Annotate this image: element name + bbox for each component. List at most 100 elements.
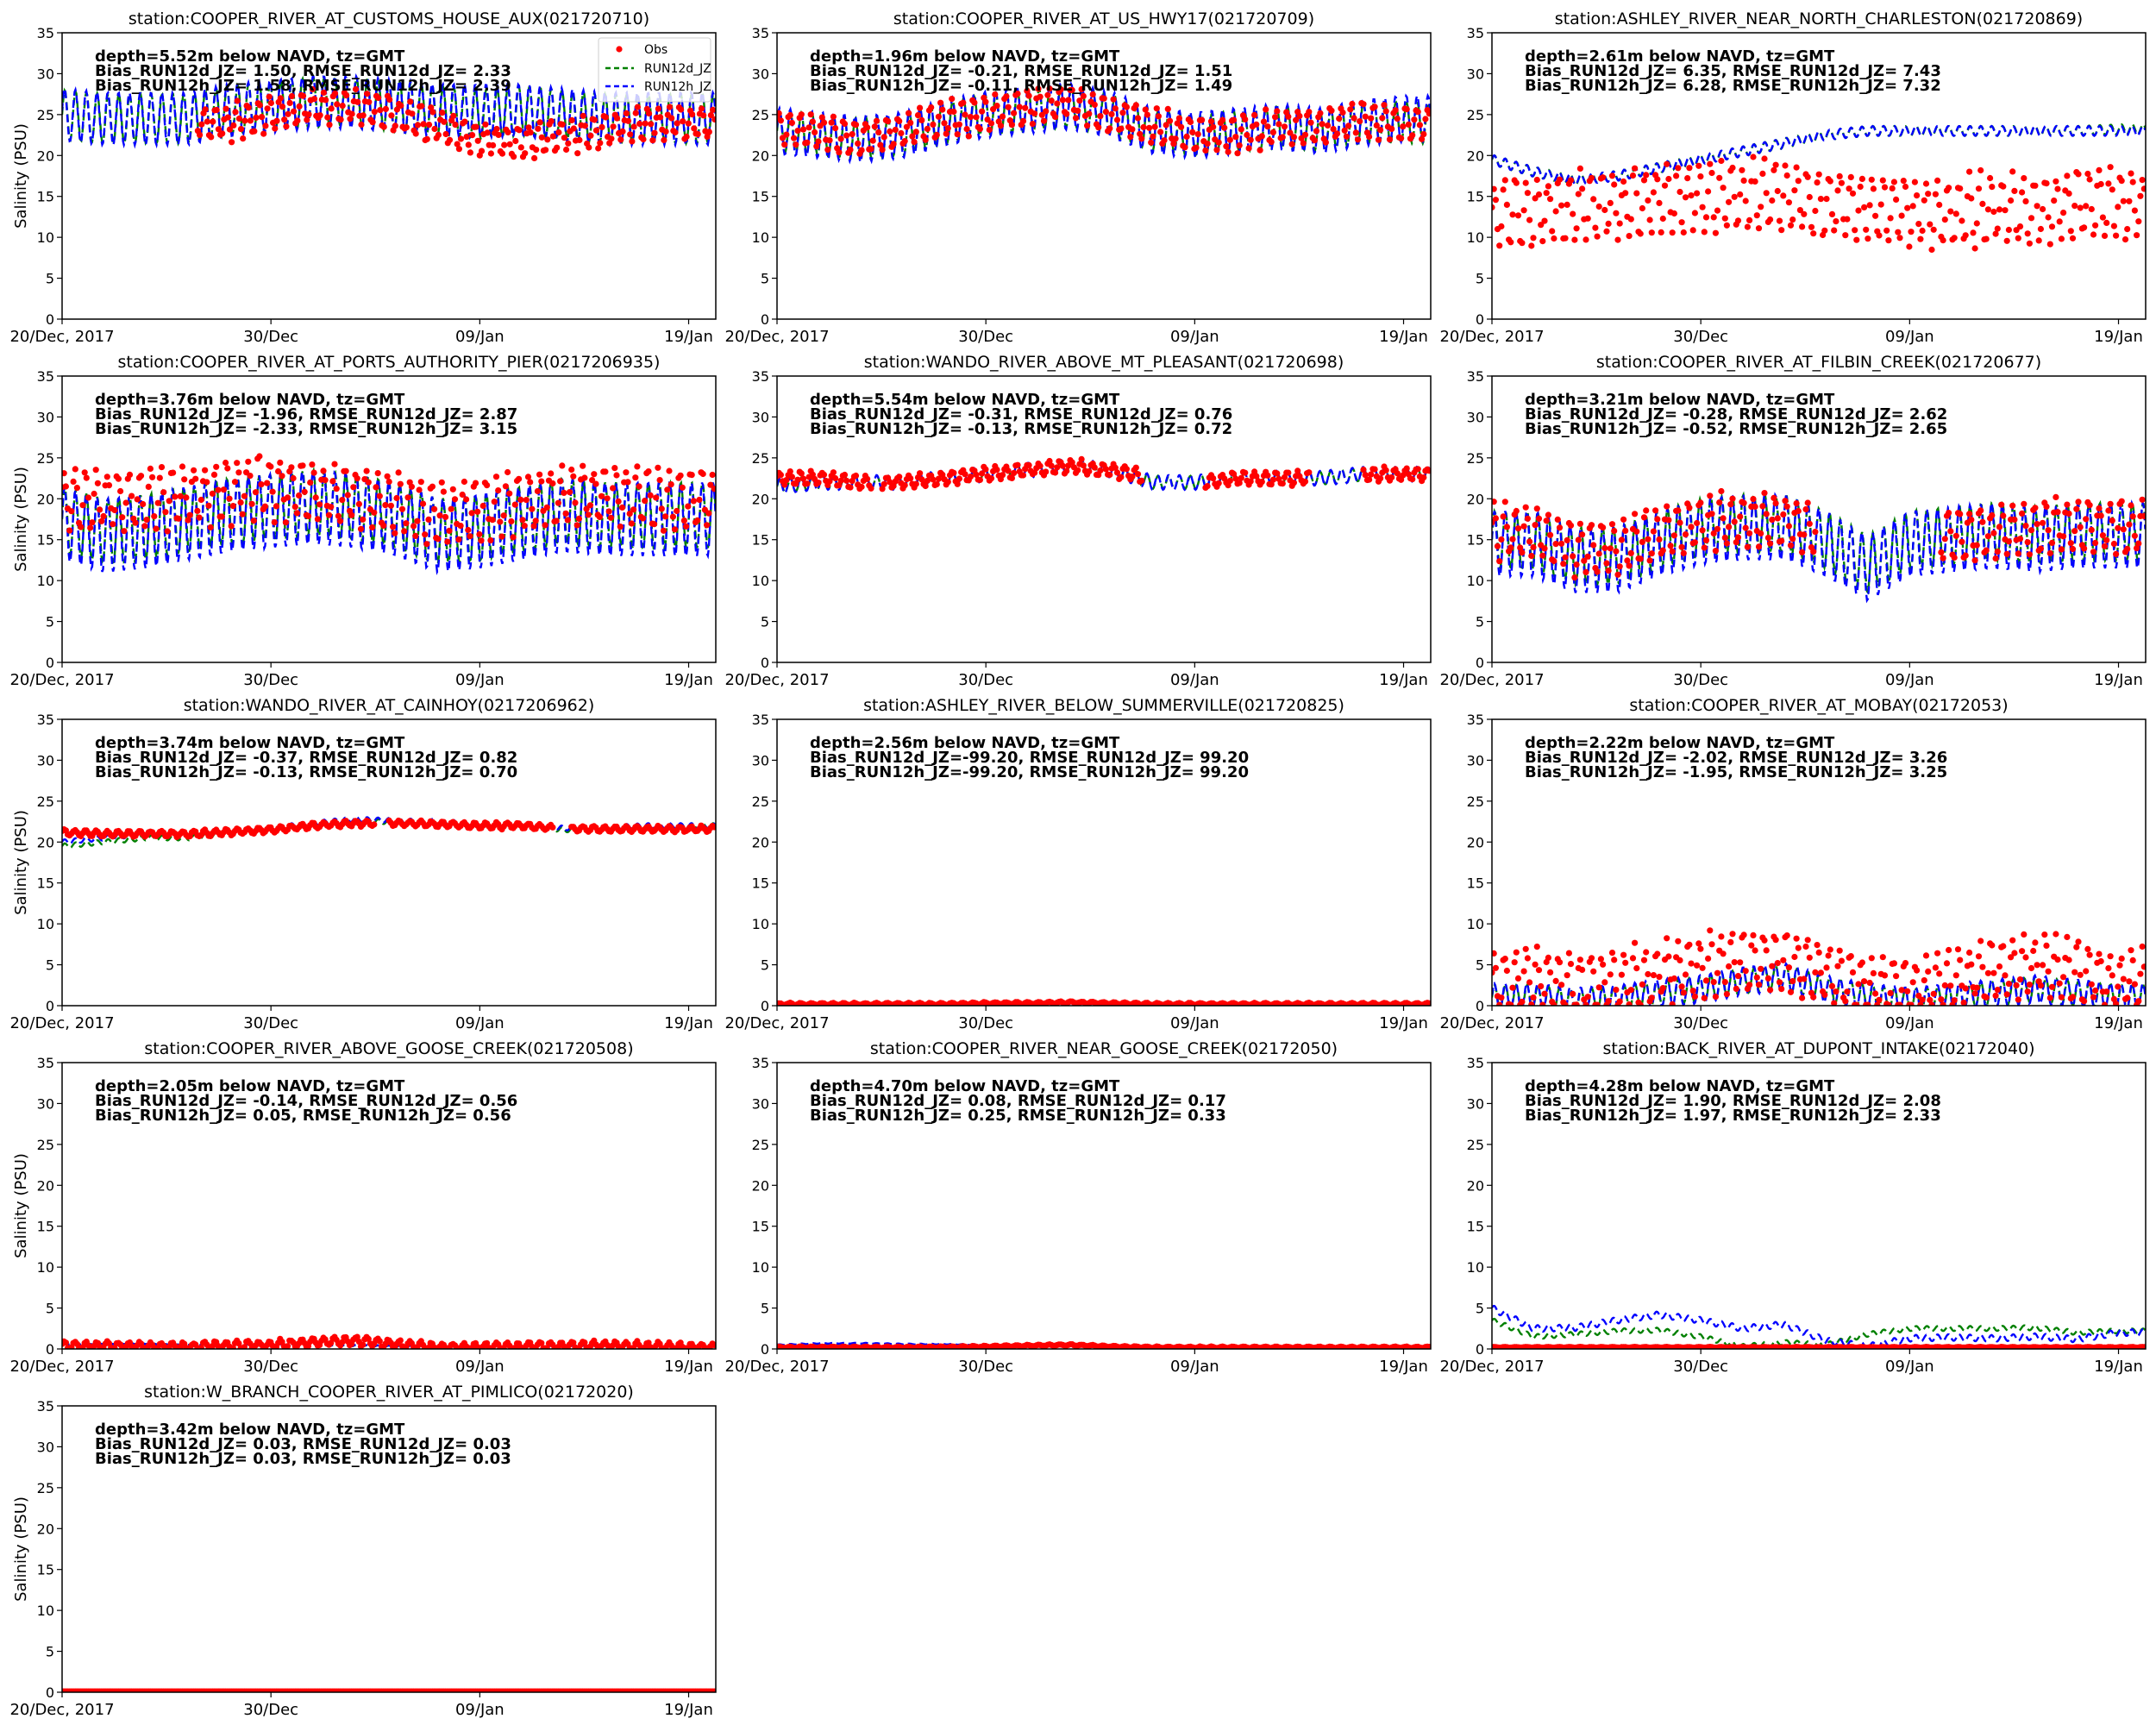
obs-point: [1767, 216, 1774, 223]
obs-point: [807, 111, 814, 118]
obs-point: [2073, 505, 2080, 512]
obs-point: [1707, 492, 1714, 499]
obs-point: [613, 115, 621, 122]
obs-point: [1052, 469, 1059, 476]
obs-point: [1887, 215, 1894, 222]
obs-point: [585, 511, 592, 518]
obs-point: [1778, 227, 1785, 234]
obs-point: [1170, 141, 1177, 147]
x-tick-label: 09/Jan: [1885, 1358, 1934, 1376]
obs-point: [2022, 198, 2029, 204]
obs-point: [1539, 1001, 1546, 1006]
obs-point: [1552, 977, 1559, 984]
obs-point: [1416, 122, 1423, 129]
obs-point: [1420, 474, 1427, 481]
obs-point: [183, 494, 190, 501]
obs-point: [2060, 210, 2067, 216]
obs-points: [62, 453, 716, 548]
obs-point: [1637, 555, 1644, 562]
obs-point: [586, 144, 592, 151]
obs-point: [1946, 510, 1952, 517]
obs-point: [1097, 113, 1104, 120]
obs-point: [1584, 994, 1591, 1000]
obs-point: [1600, 961, 1607, 968]
obs-point: [1294, 467, 1301, 474]
obs-point: [1031, 469, 1038, 476]
obs-point: [414, 518, 421, 524]
obs-point: [2009, 168, 2016, 175]
axes-frame: [776, 32, 1432, 320]
obs-point: [2088, 526, 2095, 534]
obs-point: [450, 112, 457, 119]
obs-point: [1207, 118, 1215, 125]
obs-point: [1761, 937, 1768, 944]
obs-point: [1746, 982, 1753, 988]
y-tick-label: 0: [1476, 1341, 1484, 1358]
y-tick-label: 20: [752, 834, 769, 850]
obs-point: [1868, 176, 1875, 183]
obs-point: [645, 110, 653, 117]
obs-point: [1753, 974, 1760, 981]
obs-point: [1932, 191, 1939, 198]
obs-point: [2003, 237, 2010, 244]
y-tick-label: 15: [1467, 189, 1484, 205]
obs-point: [502, 483, 510, 490]
obs-point: [818, 114, 825, 121]
obs-point: [2051, 198, 2058, 204]
obs-point: [1810, 549, 1817, 555]
obs-point: [1827, 178, 1833, 185]
obs-point: [2005, 226, 2012, 234]
obs-point: [247, 473, 254, 480]
obs-point: [698, 105, 705, 112]
obs-point: [1962, 232, 1969, 239]
obs-point: [363, 467, 370, 474]
stats-text: depth=1.96m below NAVD, tz=GMT: [810, 47, 1120, 66]
obs-point: [599, 123, 605, 130]
obs-point: [1707, 160, 1714, 167]
obs-point: [1721, 215, 1728, 222]
obs-point: [78, 524, 85, 530]
obs-point: [371, 109, 378, 116]
obs-point: [1858, 175, 1865, 182]
obs-point: [357, 525, 365, 532]
obs-point: [1758, 965, 1764, 972]
obs-point: [1844, 988, 1851, 995]
obs-point: [1565, 950, 1572, 957]
obs-point: [2037, 545, 2044, 552]
obs-point: [1345, 122, 1352, 129]
y-tick-label: 25: [1467, 107, 1484, 123]
obs-point: [1069, 86, 1075, 93]
obs-point: [950, 469, 957, 476]
obs-point: [1601, 544, 1608, 552]
obs-point: [1633, 528, 1640, 535]
y-tick-label: 0: [46, 311, 54, 328]
obs-point: [1530, 543, 1537, 551]
obs-point: [1881, 184, 1889, 191]
obs-point: [384, 473, 391, 480]
obs-point: [632, 474, 639, 481]
obs-point: [2002, 207, 2009, 214]
obs-point: [231, 479, 239, 486]
obs-point: [580, 112, 586, 119]
obs-point: [260, 130, 267, 137]
obs-point: [181, 476, 188, 483]
obs-point: [2000, 943, 2007, 950]
obs-point: [1990, 969, 1997, 976]
obs-point: [1941, 982, 1948, 989]
obs-point: [179, 463, 186, 470]
obs-point: [328, 504, 335, 511]
obs-point: [1532, 522, 1539, 529]
obs-point: [2120, 975, 2127, 982]
obs-point: [1614, 236, 1621, 243]
obs-point: [533, 147, 540, 154]
obs-point: [247, 1340, 254, 1347]
obs-point: [1812, 969, 1819, 975]
obs-point: [564, 517, 571, 524]
obs-point: [2101, 543, 2109, 549]
obs-point: [386, 96, 393, 104]
obs-point: [310, 96, 318, 103]
obs-point: [918, 476, 925, 483]
obs-point: [987, 475, 995, 482]
obs-point: [1223, 143, 1230, 150]
y-tick-label: 35: [37, 1055, 54, 1071]
